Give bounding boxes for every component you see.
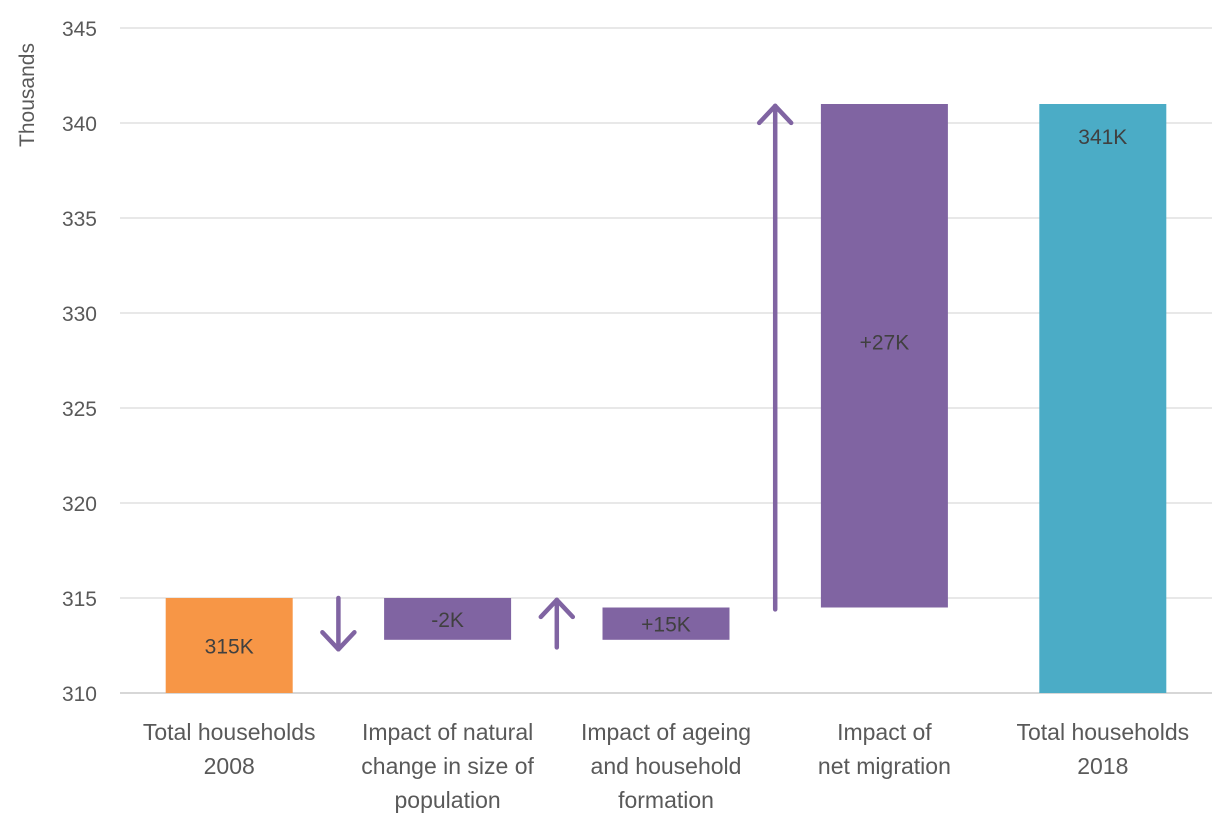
data-label: +15K: [641, 614, 691, 637]
y-tick-label: 310: [62, 683, 97, 706]
bar: [384, 598, 512, 640]
change-arrows: [320, 103, 794, 652]
data-label: +27K: [860, 332, 910, 355]
x-category-label: Total households 2008: [143, 719, 316, 779]
bar: [165, 598, 293, 693]
x-category-label: Impact of net migration: [818, 719, 951, 779]
y-tick-label: 345: [62, 18, 97, 41]
up-arrow-icon: [756, 103, 794, 612]
data-label: 341K: [1078, 126, 1127, 149]
y-tick-label: 335: [62, 208, 97, 231]
y-axis-ticks: 310 315 320 325 330 335 340 345: [62, 18, 97, 706]
y-axis-title: Thousands: [16, 43, 39, 147]
y-tick-label: 330: [62, 303, 97, 326]
x-axis-labels: Total households 2008 Impact of natural cha…: [143, 719, 1189, 813]
data-label: -2K: [431, 609, 464, 632]
gridlines: [120, 27, 1212, 694]
down-arrow-icon: [320, 595, 357, 652]
x-category-label: Impact of natural change in size of popula…: [361, 719, 534, 813]
data-label: 315K: [205, 636, 254, 659]
y-tick-label: 320: [62, 493, 97, 516]
x-category-label: Impact of ageing and household formation: [581, 719, 751, 813]
up-arrow-icon: [538, 597, 576, 650]
bar: [602, 607, 730, 640]
x-category-label: Total households 2018: [1016, 719, 1189, 779]
y-tick-label: 325: [62, 398, 97, 421]
y-tick-label: 315: [62, 588, 97, 611]
bar: [820, 104, 948, 608]
y-tick-label: 340: [62, 113, 97, 136]
bar: [1039, 104, 1167, 693]
bars: 315K -2K +15K +27K 341K: [165, 104, 1167, 693]
